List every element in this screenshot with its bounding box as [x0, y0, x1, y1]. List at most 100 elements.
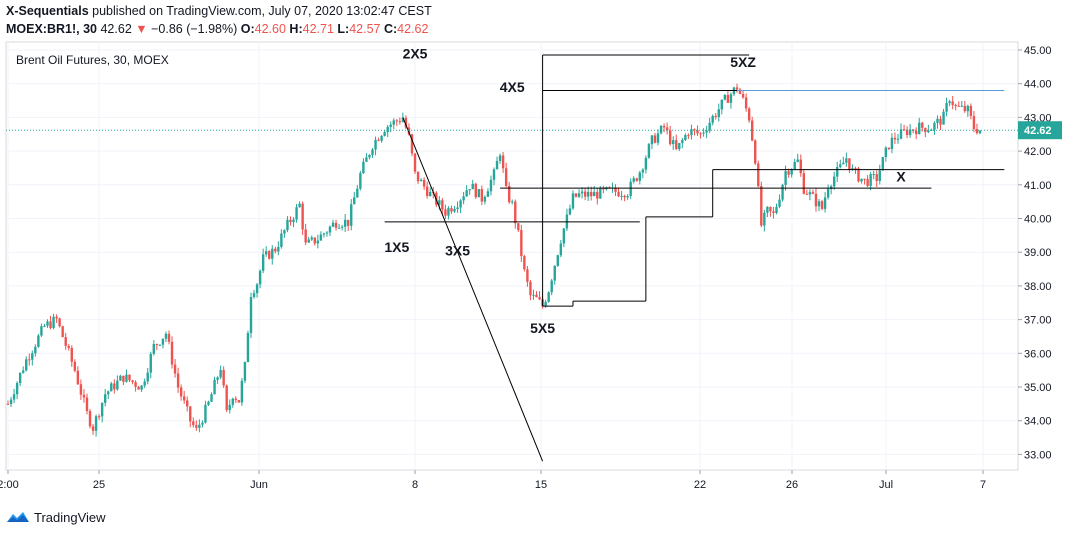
candle-body — [295, 207, 298, 220]
candle-body — [936, 118, 939, 123]
candle-body — [811, 192, 815, 194]
candle-body — [781, 184, 784, 200]
annotation-label: 5XZ — [730, 54, 756, 70]
candle-body — [650, 135, 654, 145]
candle-body — [529, 281, 532, 296]
candle-body — [948, 101, 951, 104]
candle-body — [350, 204, 353, 226]
candle-body — [237, 400, 241, 403]
candle-body — [416, 171, 420, 182]
candle-body — [28, 359, 31, 361]
candle-body — [97, 416, 101, 418]
candle-body — [826, 189, 830, 198]
candle-body — [717, 109, 720, 118]
change-value: −0.86 (−1.98%) — [151, 22, 238, 36]
candle-body — [641, 169, 645, 173]
candle-body — [884, 147, 888, 158]
candle-body — [559, 243, 563, 256]
candle-body — [31, 353, 34, 360]
candle-body — [511, 201, 514, 203]
candle-body — [25, 359, 28, 371]
candle-body — [787, 171, 790, 175]
candle-body — [201, 422, 204, 425]
candle-body — [547, 292, 550, 302]
candle-body — [750, 120, 754, 141]
candle-body — [82, 394, 86, 398]
candle-body — [526, 269, 529, 282]
candle-body — [289, 219, 292, 223]
plot-frame — [5, 41, 1019, 471]
candle-body — [629, 181, 632, 197]
candle-body — [15, 382, 19, 395]
tradingview-footer[interactable]: TradingView — [6, 509, 106, 525]
candle-body — [422, 179, 426, 187]
y-tick-label: 40.00 — [1024, 214, 1052, 226]
candle-body — [738, 89, 742, 94]
candle-body — [911, 129, 915, 131]
candle-body — [380, 135, 383, 141]
candle-body — [969, 105, 973, 116]
candle-body — [538, 297, 541, 300]
candle-body — [942, 111, 945, 125]
high-label: H: — [289, 22, 303, 36]
candle-body — [134, 382, 137, 387]
price-chart[interactable]: Brent Oil Futures, 30, MOEX 2X5 4X5 5XZ 1X5… — [0, 40, 1073, 500]
candle-body — [365, 157, 368, 162]
candle-body — [532, 294, 535, 296]
candle-body — [468, 189, 471, 191]
candle-body — [158, 344, 162, 346]
candle-body — [143, 381, 146, 386]
candle-body — [161, 338, 165, 345]
candle-body — [9, 399, 13, 404]
candle-body — [419, 179, 423, 182]
candle-body — [18, 372, 22, 383]
candle-body — [21, 370, 25, 373]
candle-body — [292, 219, 295, 223]
close-label: C: — [383, 22, 398, 36]
candle-body — [504, 168, 508, 187]
candle-body — [556, 255, 559, 266]
candle-body — [766, 206, 769, 213]
candle-body — [635, 178, 638, 181]
candle-body — [125, 374, 128, 382]
candle-body — [890, 137, 894, 150]
candle-body — [699, 133, 702, 135]
candle-body — [298, 203, 301, 208]
candle-body — [675, 140, 678, 150]
candle-body — [805, 193, 809, 195]
candle-body — [863, 178, 866, 180]
candle-body — [37, 335, 40, 347]
y-tick-label: 41.00 — [1024, 180, 1052, 192]
y-tick-label: 36.00 — [1024, 348, 1052, 360]
candle-body — [693, 129, 696, 131]
candle-body — [550, 280, 553, 293]
candle-body — [453, 209, 456, 212]
candle-body — [893, 137, 897, 140]
candle-body — [672, 140, 675, 145]
candle-body — [286, 219, 289, 231]
candle-body — [860, 178, 863, 182]
candle-body — [574, 193, 578, 197]
candle-body — [140, 385, 143, 390]
candle-body — [61, 326, 64, 338]
candle-body — [887, 147, 891, 150]
candle-body — [429, 191, 432, 197]
candle-body — [401, 117, 405, 122]
candle-body — [459, 200, 462, 208]
candle-body — [659, 125, 663, 134]
candle-body — [307, 239, 310, 243]
low-value: 42.57 — [349, 22, 381, 36]
candle-body — [413, 153, 417, 172]
y-tick-label: 44.00 — [1024, 79, 1052, 91]
candle-body — [450, 208, 453, 212]
candle-body — [43, 325, 46, 327]
candle-body — [310, 237, 313, 240]
candle-body — [182, 396, 186, 401]
candle-body — [362, 161, 365, 174]
x-tick-label: 8 — [412, 479, 418, 491]
candle-body — [34, 346, 37, 354]
candle-body — [590, 191, 593, 197]
candle-body — [368, 154, 371, 158]
candle-body — [857, 168, 860, 182]
candle-body — [146, 372, 149, 382]
